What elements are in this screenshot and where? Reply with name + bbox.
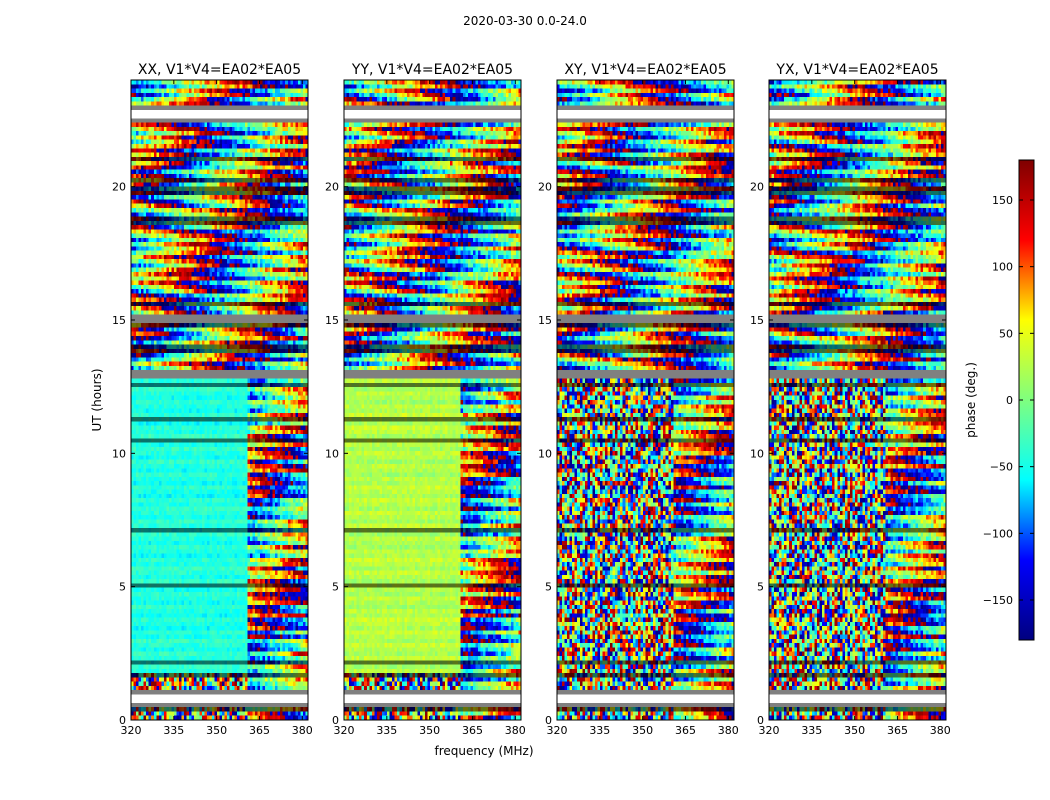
x-tick-label: 380	[930, 724, 951, 737]
panel-1: XX, V1*V4=EA02*EA05 320 335 350 365 380 0 5 10 15…	[112, 62, 313, 737]
y-tick-label: 15	[750, 314, 764, 327]
y-tick-label: 10	[325, 447, 339, 460]
x-tick-label: 350	[419, 724, 440, 737]
x-tick-label: 335	[163, 724, 184, 737]
panel-frame	[343, 79, 522, 721]
x-axis-label: frequency (MHz)	[434, 744, 533, 758]
y-tick-label: 10	[750, 447, 764, 460]
x-tick-label: 365	[887, 724, 908, 737]
y-axis-label: UT (hours)	[90, 368, 104, 431]
y-tick-label: 0	[757, 714, 764, 727]
y-tick-label: 15	[112, 314, 126, 327]
y-tick-label: 0	[119, 714, 126, 727]
colorbar-label: phase (deg.)	[964, 362, 978, 438]
x-tick-label: 335	[801, 724, 822, 737]
y-tick-label: 0	[545, 714, 552, 727]
x-tick-label: 320	[121, 724, 142, 737]
x-tick-label: 365	[462, 724, 483, 737]
colorbar-tick-label: 150	[992, 194, 1013, 207]
figure-suptitle: 2020-03-30 0.0-24.0	[463, 14, 587, 28]
x-tick-label: 365	[675, 724, 696, 737]
y-tick-label: 15	[538, 314, 552, 327]
panel-frame	[130, 79, 309, 721]
colorbar-tick-label: −100	[983, 527, 1013, 540]
panel-heatmap	[344, 80, 521, 720]
heatmap-cells	[557, 80, 734, 720]
x-tick-label: 380	[505, 724, 526, 737]
y-tick-label: 20	[750, 181, 764, 194]
x-tick-label: 335	[376, 724, 397, 737]
colorbar-tick-label: −150	[983, 594, 1013, 607]
x-tick-label: 320	[334, 724, 355, 737]
y-tick-label: 10	[538, 447, 552, 460]
panel-2: YY, V1*V4=EA02*EA05 320 335 350 365 380 0 5 10 15…	[325, 62, 526, 737]
panel-title: XX, V1*V4=EA02*EA05	[138, 62, 301, 78]
y-tick-label: 20	[538, 181, 552, 194]
panel-frame	[768, 79, 947, 721]
y-tick-label: 20	[112, 181, 126, 194]
y-tick-label: 5	[545, 581, 552, 594]
x-tick-label: 335	[589, 724, 610, 737]
panel-title: YX, V1*V4=EA02*EA05	[775, 62, 938, 78]
y-tick-label: 15	[325, 314, 339, 327]
panel-heatmap	[557, 80, 734, 720]
y-tick-label: 5	[332, 581, 339, 594]
x-tick-label: 350	[632, 724, 653, 737]
x-tick-label: 320	[759, 724, 780, 737]
y-tick-label: 20	[325, 181, 339, 194]
colorbar-tick-label: −50	[990, 461, 1013, 474]
y-tick-label: 0	[332, 714, 339, 727]
heatmap-cells	[344, 80, 521, 720]
panel-heatmap	[769, 80, 946, 720]
colorbar-tick-label: 50	[999, 327, 1013, 340]
panel-frame	[556, 79, 735, 721]
x-tick-label: 365	[249, 724, 270, 737]
colorbar-tick-label: 0	[1006, 394, 1013, 407]
panel-heatmap	[131, 80, 308, 720]
heatmap-cells	[131, 80, 308, 720]
colorbar: 150 100 50 0 −50 −100 −150 phase (deg.)	[964, 159, 1035, 641]
panel-4: YX, V1*V4=EA02*EA05 320 335 350 365 380 0 5 10 15…	[750, 62, 951, 737]
x-tick-label: 320	[547, 724, 568, 737]
x-tick-label: 350	[206, 724, 227, 737]
heatmap-cells	[769, 80, 946, 720]
x-tick-label: 380	[292, 724, 313, 737]
y-tick-label: 5	[119, 581, 126, 594]
colorbar-tick-label: 100	[992, 261, 1013, 274]
x-tick-label: 350	[844, 724, 865, 737]
x-tick-label: 380	[718, 724, 739, 737]
panel-title: YY, V1*V4=EA02*EA05	[351, 62, 513, 78]
y-tick-label: 10	[112, 447, 126, 460]
panel-3: XY, V1*V4=EA02*EA05 320 335 350 365 380 0 5 10 15…	[538, 62, 739, 737]
y-tick-label: 5	[757, 581, 764, 594]
panel-title: XY, V1*V4=EA02*EA05	[564, 62, 726, 78]
